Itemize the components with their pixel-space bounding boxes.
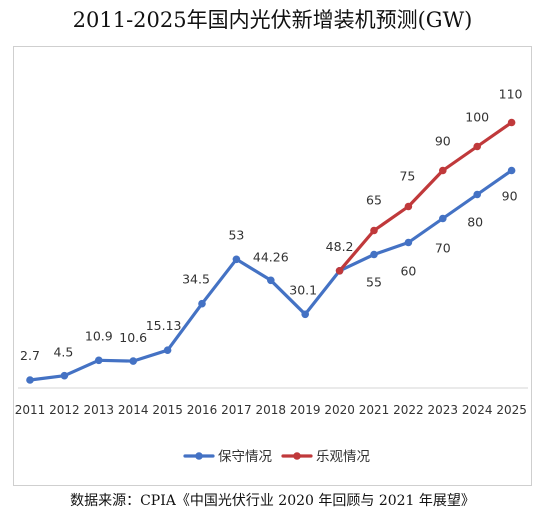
data-point-s0-2012 [60, 371, 69, 380]
data-point-s1-2022 [404, 202, 413, 211]
data-label-s0-2018: 44.26 [253, 249, 289, 264]
x-tick-label-2015: 2015 [152, 403, 183, 417]
data-point-s0-2022 [404, 238, 413, 247]
data-point-s0-2021 [370, 250, 378, 259]
x-tick-label-2024: 2024 [462, 403, 493, 417]
data-label-s0-2014: 10.6 [119, 330, 147, 345]
data-label-s1-2022: 75 [399, 169, 415, 184]
x-tick-label-2020: 2020 [324, 403, 355, 417]
data-label-s0-2019: 30.1 [289, 282, 317, 297]
source-note: 数据来源：CPIA《中国光伏行业 2020 年回顾与 2021 年展望》 [70, 493, 475, 509]
line-chart: 2011 2012 2013 2014 2015 2016 2017 2018 2019 2020… [15, 87, 528, 465]
data-point-s0-2016 [198, 299, 206, 308]
data-label-s0-2024: 80 [467, 215, 483, 230]
series-line-0 [28, 168, 514, 382]
data-label-s0-2021: 55 [366, 275, 382, 290]
data-point-s1-2021 [370, 226, 378, 235]
chart-frame [13, 46, 532, 486]
legend-marker-1 [293, 452, 301, 460]
data-point-s0-2015 [163, 346, 172, 355]
data-point-s0-2019 [301, 310, 310, 319]
x-tick-label-2016: 2016 [187, 403, 218, 417]
x-tick-label-2022: 2022 [393, 403, 424, 417]
legend-label-0: 保守情况 [218, 449, 272, 465]
data-point-s1-2025 [507, 118, 516, 127]
x-tick-label-2023: 2023 [428, 403, 459, 417]
data-point-s0-2025 [507, 166, 516, 175]
data-point-s1-2024 [473, 142, 482, 151]
data-label-s0-2020: 48.2 [326, 239, 354, 254]
data-point-s0-2024 [473, 190, 482, 199]
x-tick-label-2012: 2012 [49, 403, 80, 417]
data-label-s0-2025: 90 [502, 189, 518, 204]
data-label-s1-2023: 90 [435, 134, 451, 149]
data-label-s0-2013: 10.9 [85, 328, 113, 343]
x-tick-label-2013: 2013 [84, 403, 115, 417]
legend-label-1: 乐观情况 [316, 449, 370, 465]
data-label-s0-2023: 70 [435, 241, 451, 256]
data-label-s1-2021: 65 [366, 193, 382, 208]
x-tick-label-2014: 2014 [118, 403, 149, 417]
data-point-s0-2023 [439, 214, 447, 223]
x-tick-label-2017: 2017 [221, 403, 252, 417]
data-label-s1-2024: 100 [465, 110, 489, 125]
data-label-s0-2015: 15.13 [146, 318, 182, 333]
legend-marker-0 [195, 452, 203, 460]
data-point-s0-2018 [267, 276, 275, 285]
series-line-1 [338, 120, 514, 273]
data-point-s1-2023 [439, 166, 447, 175]
x-tick-label-2011: 2011 [15, 403, 46, 417]
data-label-s0-2022: 60 [400, 264, 416, 279]
x-tick-label-2018: 2018 [256, 403, 287, 417]
data-point-s1-2020 [335, 267, 344, 275]
data-point-s0-2013 [95, 356, 103, 365]
data-label-s0-2012: 4.5 [53, 345, 73, 360]
x-tick-label-2019: 2019 [290, 403, 321, 417]
x-tick-label-2025: 2025 [496, 403, 527, 417]
data-point-s0-2011 [26, 376, 34, 384]
data-label-s0-2017: 53 [228, 227, 244, 242]
data-point-s0-2014 [129, 357, 137, 365]
x-tick-label-2021: 2021 [359, 403, 390, 417]
data-label-s0-2016: 34.5 [182, 272, 210, 287]
data-label-s1-2025: 110 [499, 87, 523, 102]
data-label-s0-2011: 2.7 [20, 348, 40, 363]
chart-title: 2011-2025年国内光伏新增装机预测(GW) [72, 8, 473, 32]
data-point-s0-2017 [232, 255, 241, 264]
